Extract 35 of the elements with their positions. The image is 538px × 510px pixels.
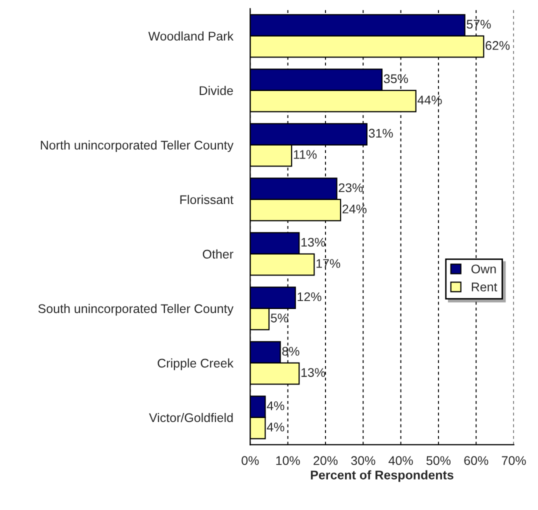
data-label: 13% (301, 238, 326, 247)
y-tick-label: South unincorporated Teller County (38, 304, 234, 316)
y-tick-label: North unincorporated Teller County (40, 140, 234, 152)
y-tick-label: Other (202, 249, 234, 259)
x-tick-label: 60% (464, 456, 488, 466)
data-label: 4% (266, 422, 284, 432)
data-label: 35% (384, 74, 408, 84)
legend-label: Rent (472, 282, 498, 292)
data-label: 23% (338, 183, 363, 192)
x-tick-label: 40% (388, 456, 413, 466)
data-label: 11% (294, 150, 317, 159)
y-tick-label: Victor/Goldfield (149, 412, 233, 422)
x-tick-label: 10% (276, 456, 300, 466)
x-tick-label: 20% (314, 456, 338, 466)
data-label: 5% (270, 314, 288, 322)
data-label: 12% (298, 292, 322, 302)
x-tick-label: 70% (502, 456, 526, 466)
y-tick-label: Divide (200, 86, 233, 96)
data-label: 13% (301, 368, 326, 377)
data-label: 4% (266, 401, 284, 410)
data-label: 44% (418, 96, 442, 104)
data-label: 57% (466, 20, 491, 29)
y-tick-label: Florissant (180, 194, 234, 204)
x-axis-title: Percent of Respondents (310, 470, 454, 482)
data-label: 31% (368, 128, 393, 138)
data-label: 17% (316, 259, 340, 268)
x-tick-label: 50% (426, 456, 451, 466)
legend-label: Own (471, 264, 496, 274)
data-label: 24% (342, 204, 367, 214)
data-label: 8% (282, 346, 300, 356)
y-tick-label: Woodland Park (148, 31, 234, 41)
x-tick-label: 30% (351, 456, 376, 466)
y-tick-label: Cripple Creek (158, 358, 234, 370)
data-label: 62% (486, 41, 510, 50)
x-tick-label: 0% (242, 456, 259, 466)
